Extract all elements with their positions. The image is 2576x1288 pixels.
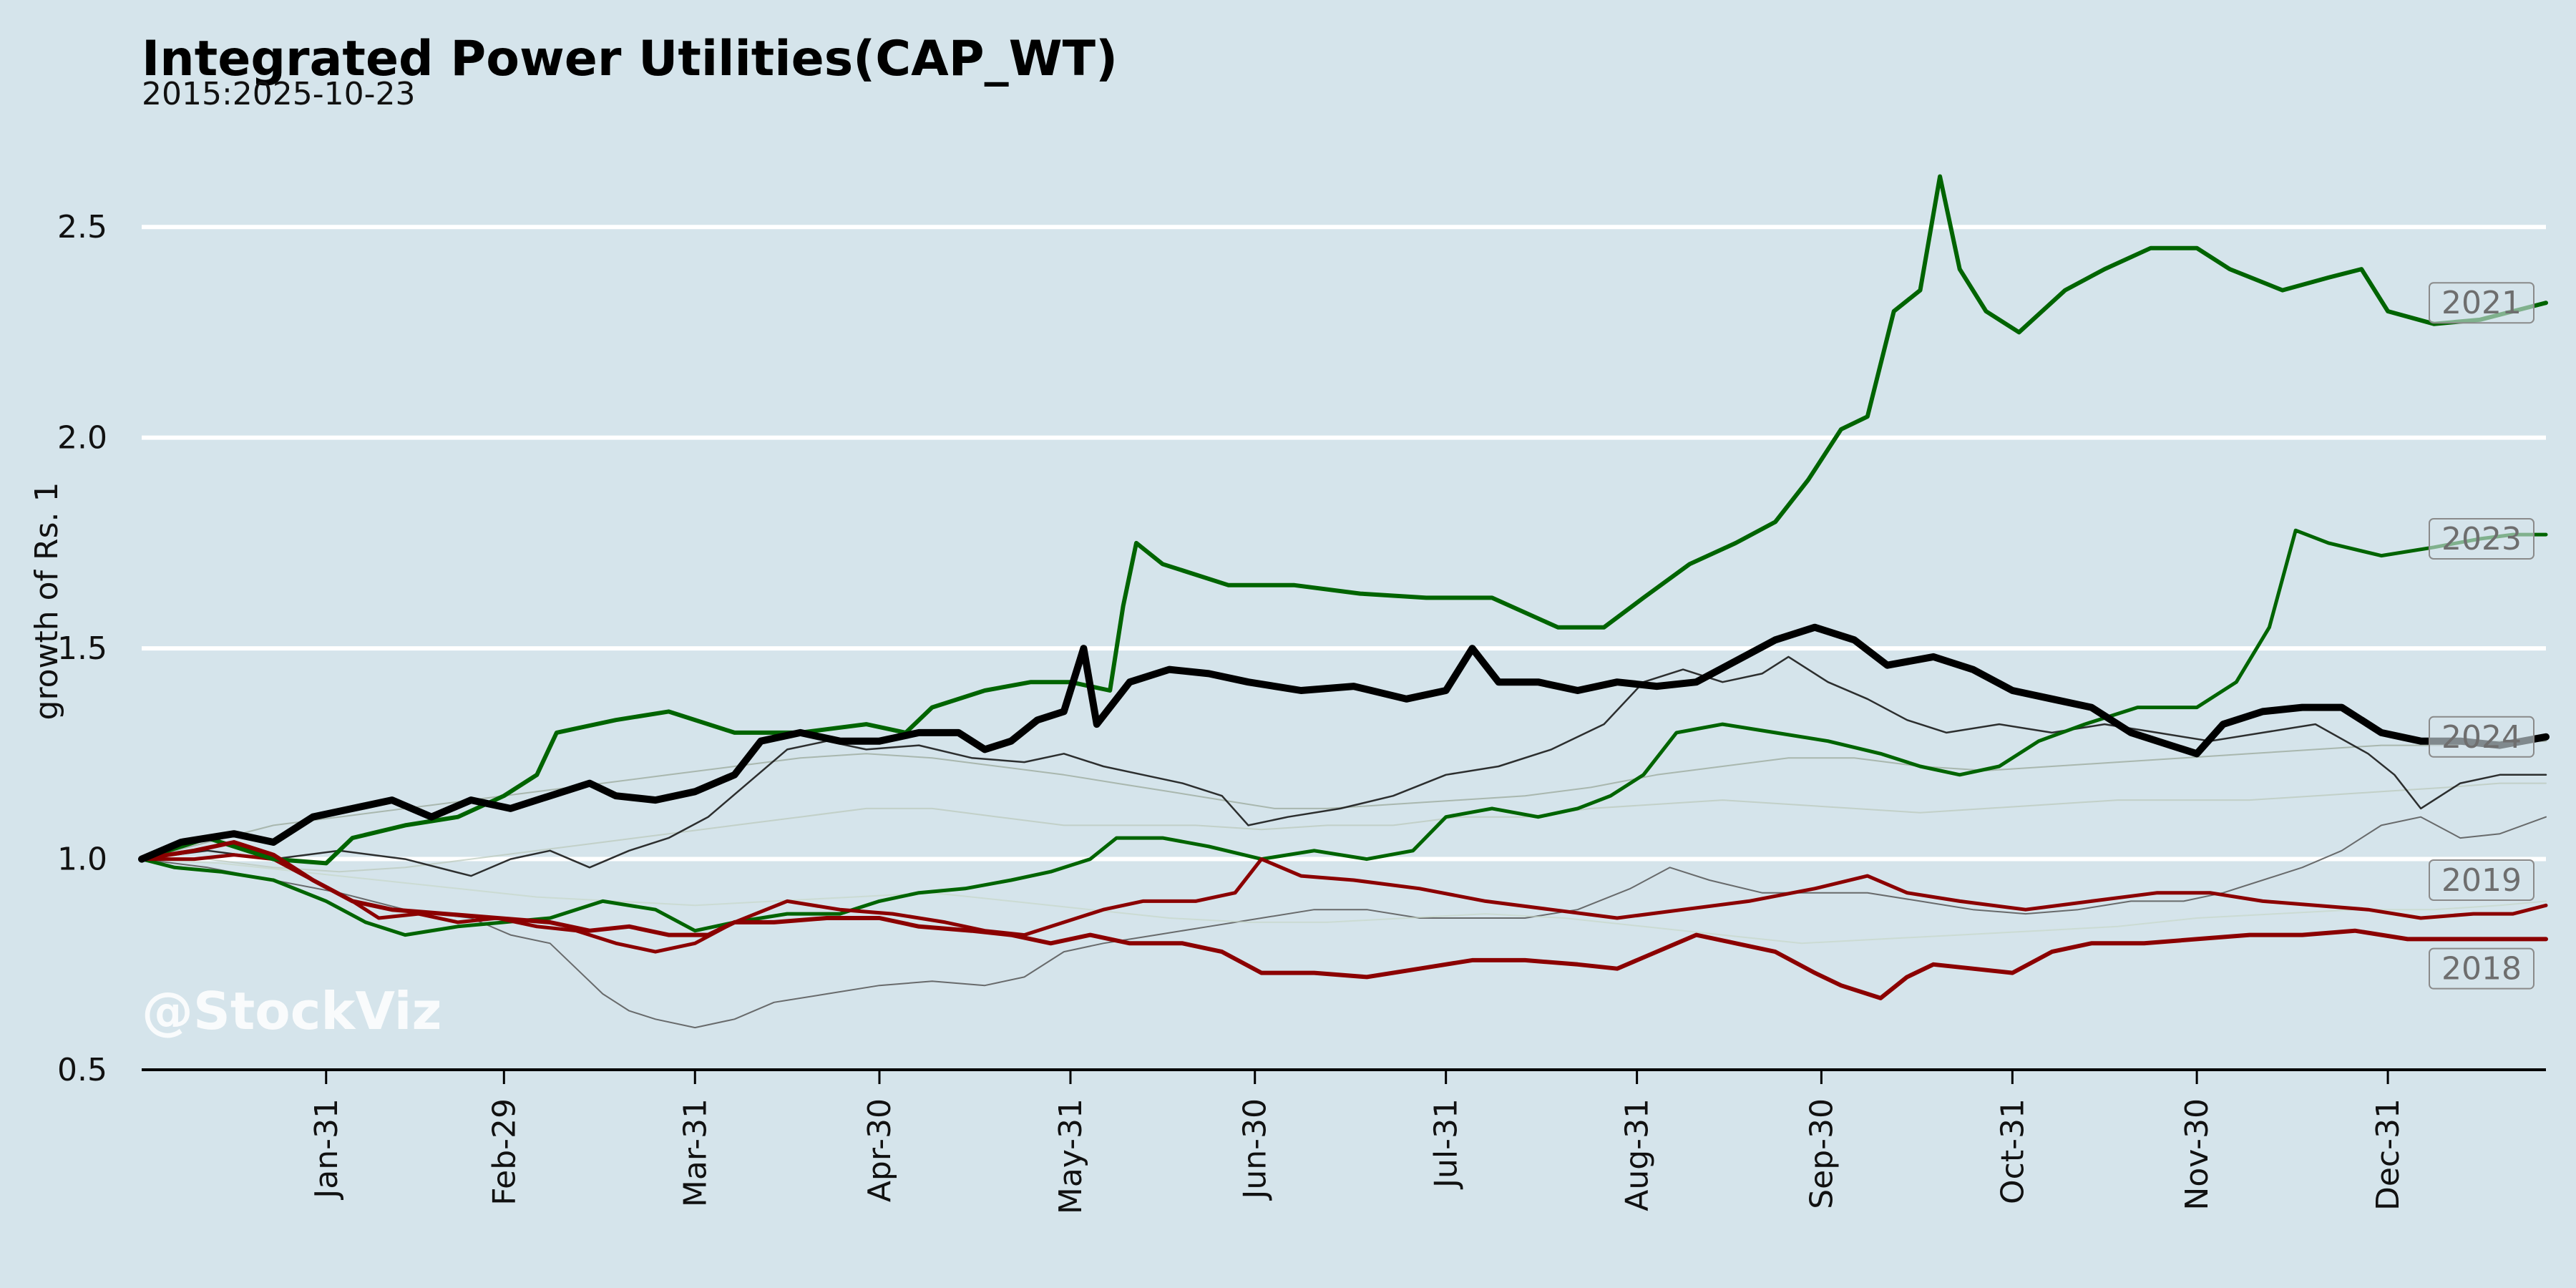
chart-subtitle: 2015:2025-10-23 <box>142 76 416 112</box>
x-tick-label: Mar-31 <box>677 1098 713 1207</box>
y-tick-label: 0.5 <box>57 1052 107 1088</box>
series-lines <box>138 174 2550 1029</box>
series-line <box>141 740 2547 860</box>
series-line <box>141 782 2547 873</box>
y-tick-label: 2.0 <box>57 420 107 457</box>
x-tick-label: Sep-30 <box>1803 1098 1840 1209</box>
x-tick-label: Feb-29 <box>486 1098 522 1206</box>
y-tick-label: 1.5 <box>57 630 107 667</box>
end-label-box <box>2429 716 2534 758</box>
end-label-box <box>2429 518 2534 560</box>
x-tick-label: Jul-31 <box>1428 1098 1465 1190</box>
x-tick-label: Jan-31 <box>308 1098 345 1201</box>
series-line <box>140 853 2548 954</box>
series-line <box>141 816 2547 1029</box>
end-label: 2019 <box>2441 862 2522 899</box>
end-label: 2024 <box>2441 719 2522 756</box>
y-tick-label: 2.5 <box>57 209 107 245</box>
x-tick-label: Oct-31 <box>1994 1098 2031 1204</box>
series-line <box>138 623 2550 863</box>
x-tick-label: Dec-31 <box>2370 1098 2406 1211</box>
chart-title: Integrated Power Utilities(CAP_WT) <box>142 31 1118 87</box>
y-tick-label: 1.0 <box>57 841 107 878</box>
end-label: 2021 <box>2441 285 2522 321</box>
y-axis: 0.5 1.0 1.5 2.0 2.5 <box>57 209 107 1088</box>
x-tick-label: May-31 <box>1053 1098 1089 1214</box>
y-axis-label: growth of Rs. 1 <box>29 482 65 721</box>
end-label: 2023 <box>2441 521 2522 557</box>
end-labels: 2021 2023 2024 2019 2018 <box>2429 282 2534 990</box>
x-tick-label: Nov-30 <box>2179 1098 2215 1211</box>
series-line <box>140 528 2548 937</box>
x-tick-label: Aug-31 <box>1619 1098 1656 1211</box>
x-tick-label: Jun-30 <box>1237 1098 1274 1201</box>
end-label: 2018 <box>2441 951 2522 987</box>
x-tick-label: Apr-30 <box>862 1098 898 1202</box>
x-axis: Jan-31 Feb-29 Mar-31 Apr-30 May-31 Jun-30 Jul-… <box>142 1068 2546 1214</box>
watermark: @StockViz <box>142 981 441 1041</box>
series-line <box>140 655 2547 877</box>
end-label-box <box>2429 947 2534 990</box>
series-line <box>140 840 2548 1000</box>
end-label-box <box>2429 282 2534 324</box>
gridlines <box>142 225 2546 862</box>
series-line <box>140 174 2548 866</box>
series-line <box>141 858 2547 945</box>
end-label-box <box>2429 859 2534 901</box>
